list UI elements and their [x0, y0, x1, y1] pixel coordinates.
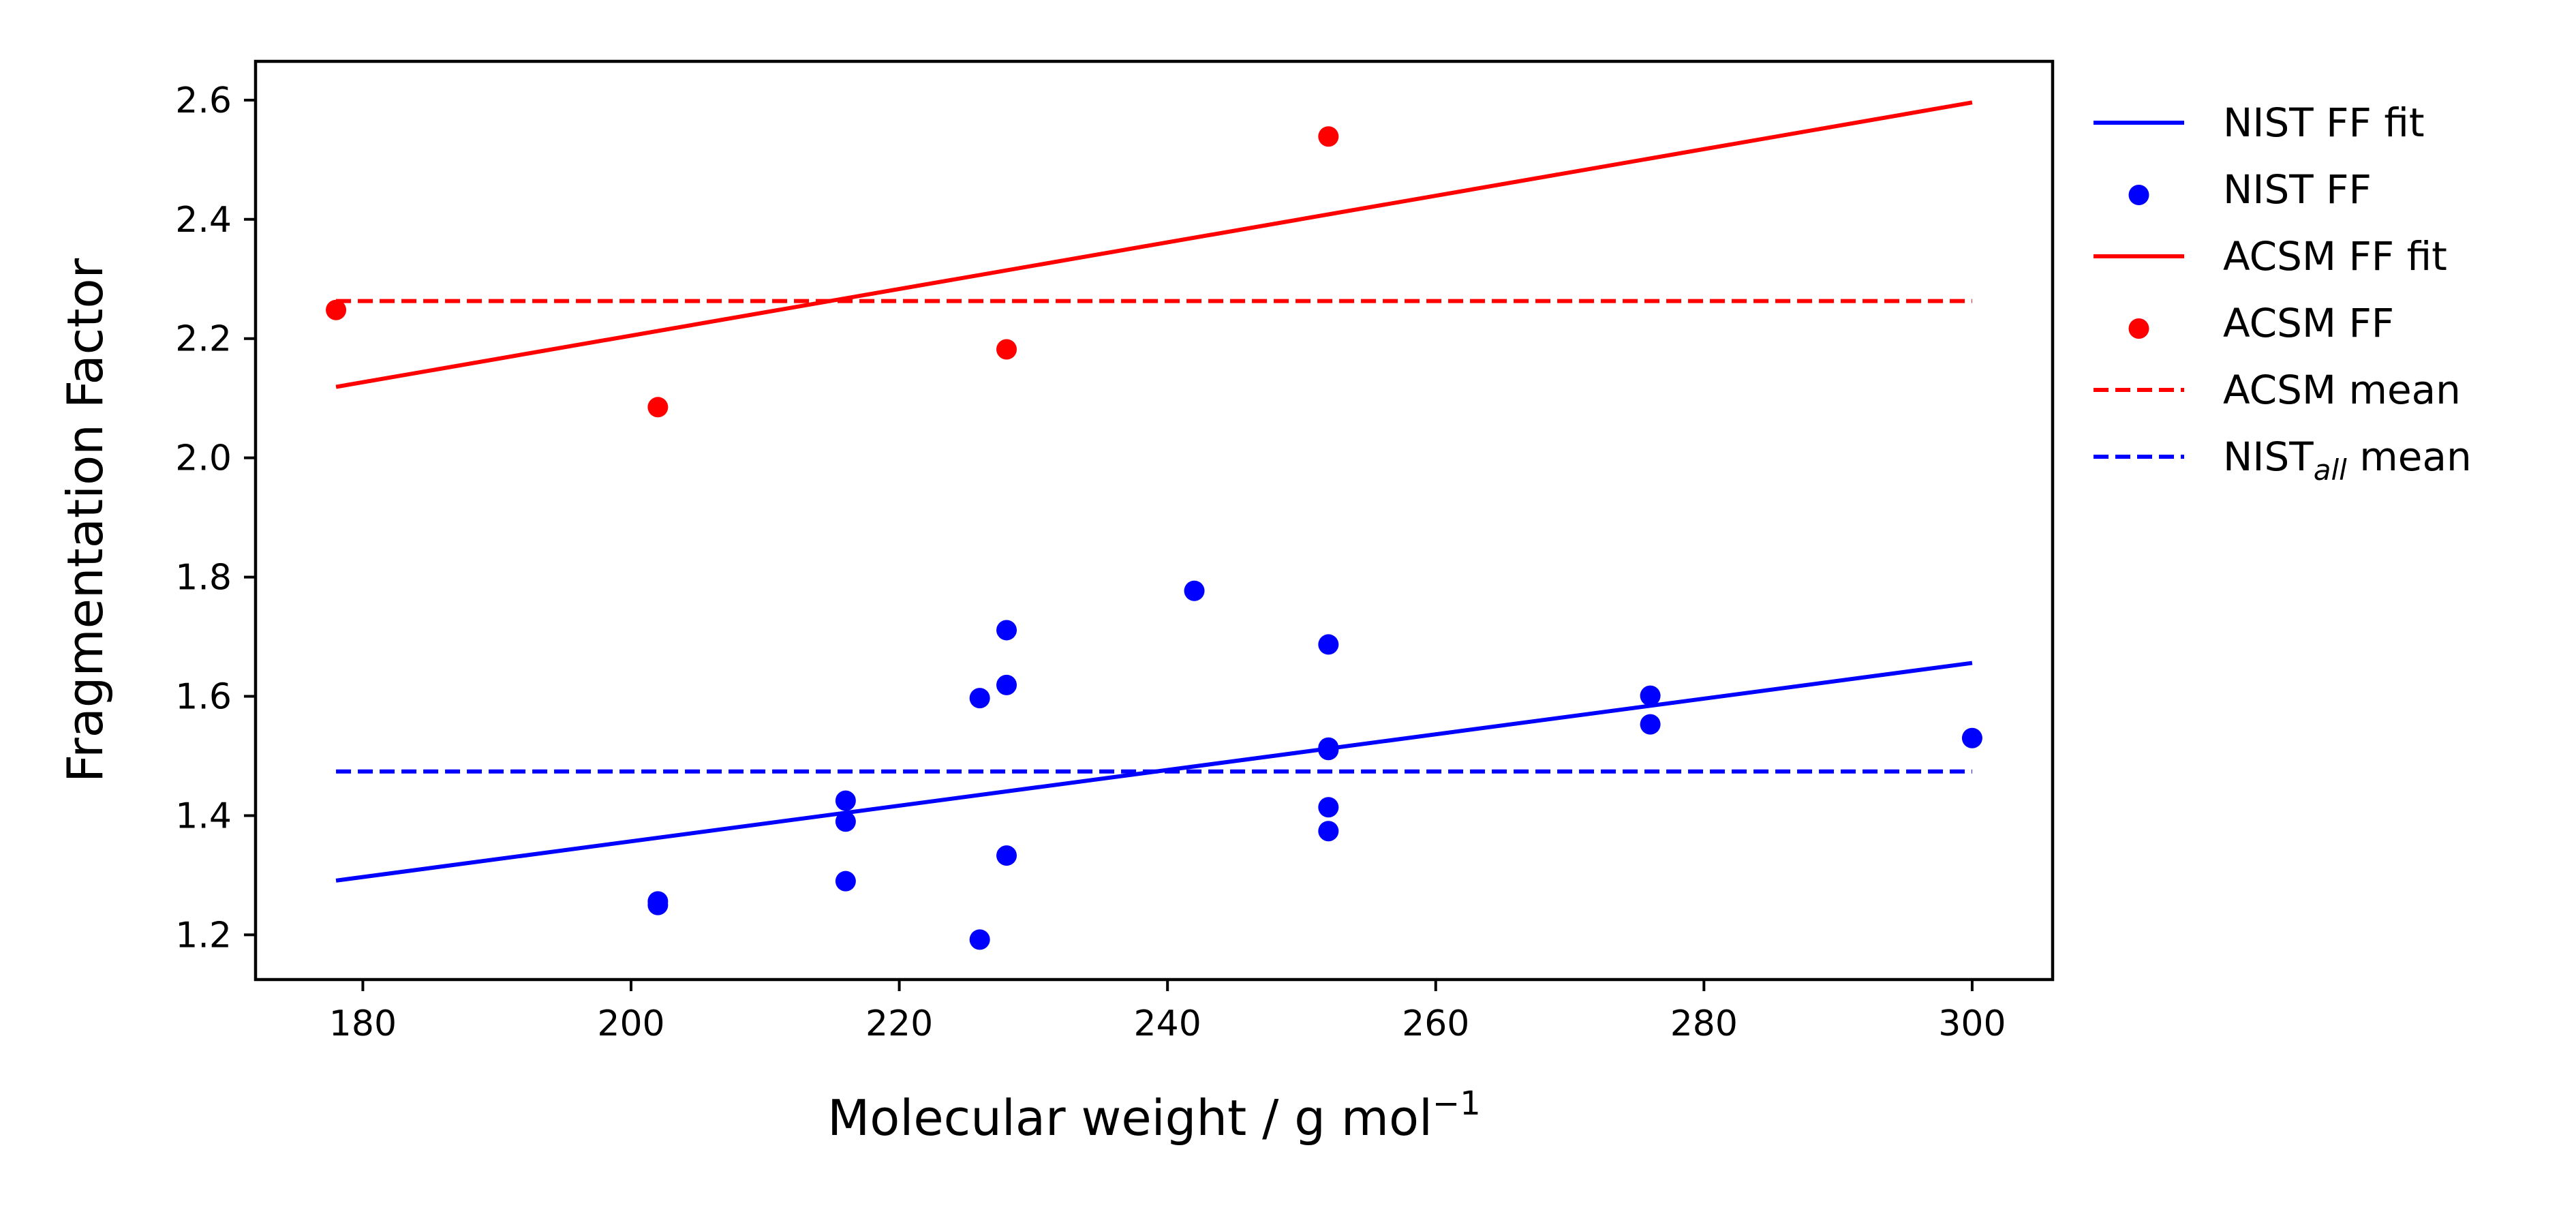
- x-tick-label: 220: [865, 1003, 933, 1044]
- y-tick-label: 1.2: [175, 915, 232, 956]
- nist-ff-point: [1961, 727, 1982, 748]
- nist-ff-point: [969, 688, 990, 709]
- acsm-ff-point: [647, 397, 669, 418]
- y-tick-label: 2.4: [175, 200, 232, 241]
- legend-label-text: NIST FF: [2223, 166, 2372, 213]
- y-axis-label: Fragmentation Factor: [57, 258, 114, 783]
- legend-label-text: ACSM FF: [2223, 300, 2394, 346]
- y-tick-label: 1.4: [175, 796, 232, 836]
- nist-ff-point: [1640, 714, 1661, 735]
- x-axis-label-superscript: −1: [1432, 1085, 1481, 1123]
- x-axis-label-text: Molecular weight / g mol: [827, 1089, 1432, 1147]
- y-tick-label: 2.0: [175, 438, 232, 479]
- nist-ff-point: [996, 845, 1017, 866]
- nist-ff-point: [996, 674, 1017, 695]
- x-tick-label: 200: [597, 1003, 664, 1044]
- x-tick-label: 180: [329, 1003, 397, 1044]
- nist-ff-point: [1318, 740, 1339, 761]
- legend-label-subscript: all: [2314, 453, 2347, 487]
- nist-ff-point: [969, 929, 990, 950]
- acsm-ff-point: [1318, 126, 1339, 147]
- legend-label-text: ACSM mean: [2223, 367, 2461, 413]
- x-axis-ticks: 180 200 220 240 260 280 300: [329, 980, 2006, 1044]
- legend: NIST FF fit NIST FF ACSM FF fit ACSM FF ACSM…: [2094, 100, 2472, 487]
- legend-marker-swatch: [2128, 185, 2149, 205]
- x-tick-label: 240: [1134, 1003, 1201, 1044]
- nist-ff-point: [1318, 797, 1339, 818]
- y-axis-ticks: 1.2 1.4 1.6 1.8 2.0 2.2 2.4 2.6: [175, 80, 256, 956]
- y-tick-label: 1.6: [175, 677, 232, 718]
- nist-ff-point: [996, 620, 1017, 641]
- acsm-ff-point: [326, 299, 347, 320]
- y-tick-label: 2.2: [175, 319, 232, 360]
- legend-label: NIST FF: [2223, 166, 2372, 213]
- x-tick-label: 260: [1402, 1003, 1469, 1044]
- nist-ff-point: [1318, 634, 1339, 655]
- legend-label-text: ACSM FF fit: [2223, 233, 2447, 279]
- acsm-ff-fit-line: [335, 100, 1973, 389]
- legend-label: NIST FF fit: [2223, 100, 2425, 146]
- series-layer: [326, 100, 1982, 950]
- legend-label: ACSM FF: [2223, 300, 2394, 346]
- legend-label-text: NIST: [2223, 434, 2314, 480]
- nist-ff-point: [835, 811, 856, 832]
- nist-ff-point: [1640, 685, 1661, 706]
- legend-label-text: NIST FF fit: [2223, 100, 2425, 146]
- nist-ff-point: [835, 870, 856, 892]
- nist-ff-point: [835, 790, 856, 811]
- legend-label: NISTall mean: [2223, 434, 2472, 487]
- y-tick-label: 2.6: [175, 80, 232, 121]
- plot-frame: [254, 59, 2055, 982]
- x-tick-label: 300: [1938, 1003, 2006, 1044]
- y-tick-label: 1.8: [175, 558, 232, 599]
- legend-label: ACSM FF fit: [2223, 233, 2447, 279]
- x-axis-label: Molecular weight / g mol−1: [827, 1085, 1481, 1147]
- x-tick-label: 280: [1670, 1003, 1738, 1044]
- nist-ff-point: [1318, 821, 1339, 842]
- legend-marker-swatch: [2128, 318, 2149, 339]
- nist-ff-point: [647, 894, 669, 915]
- acsm-ff-point: [996, 339, 1017, 360]
- nist-ff-point: [1184, 580, 1205, 601]
- legend-label-suffix: mean: [2347, 434, 2472, 480]
- legend-label: ACSM mean: [2223, 367, 2461, 413]
